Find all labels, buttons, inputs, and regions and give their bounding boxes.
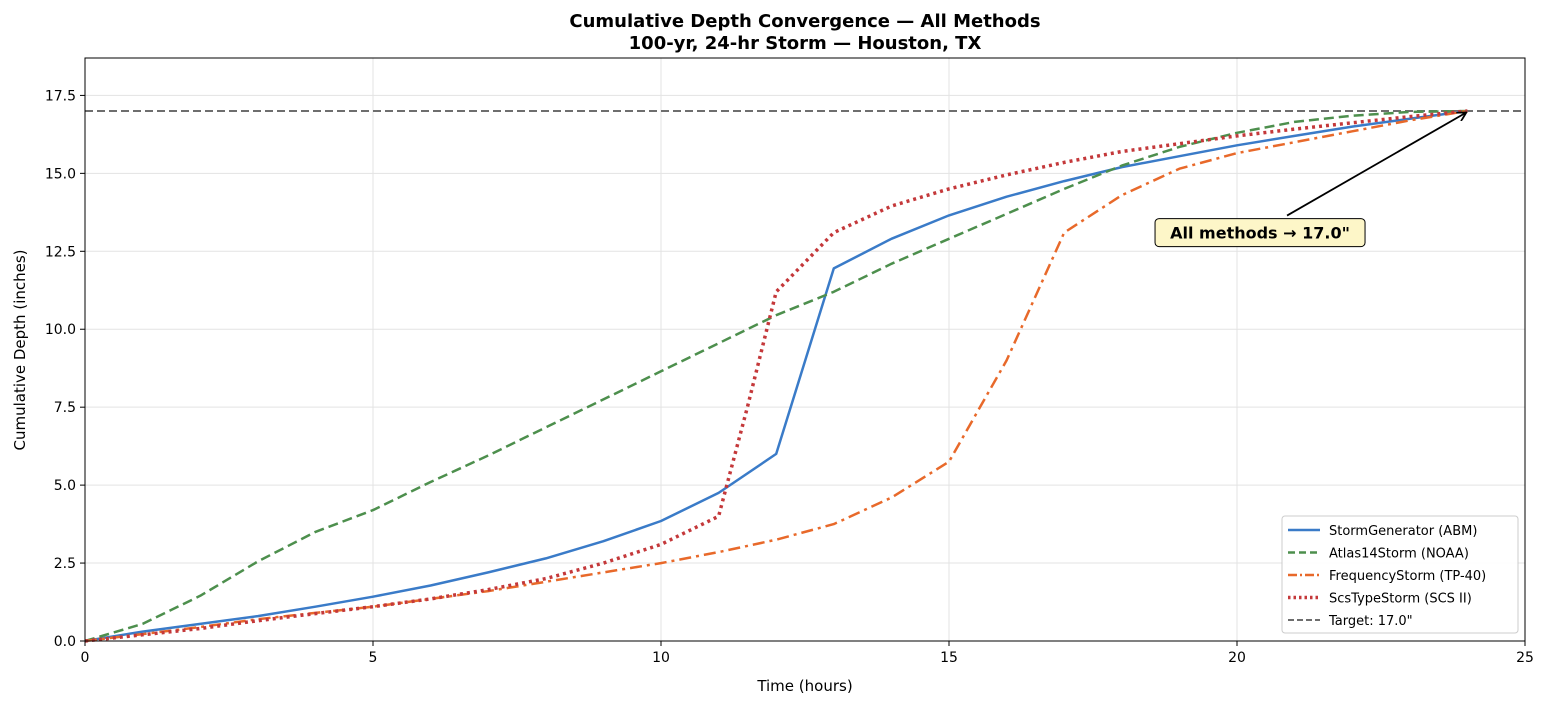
x-tick-label: 15: [940, 650, 958, 666]
legend-entry: FrequencyStorm (TP-40): [1329, 569, 1486, 584]
x-tick-label: 20: [1228, 650, 1246, 666]
y-tick-label: 7.5: [54, 400, 76, 416]
y-tick-label: 10.0: [45, 322, 76, 338]
x-tick-label: 5: [369, 650, 378, 666]
x-axis-ticks: 0 5 10 15 20 25: [81, 641, 1534, 666]
series-line-atlas14storm-noaa: [84, 109, 1468, 643]
y-tick-label: 2.5: [54, 556, 76, 572]
y-tick-label: 15.0: [45, 166, 76, 182]
chart-subtitle: 100-yr, 24-hr Storm — Houston, TX: [629, 33, 982, 54]
x-tick-label: 0: [81, 650, 90, 666]
y-tick-label: 5.0: [54, 478, 76, 494]
x-tick-label: 10: [652, 650, 670, 666]
series-line-scstypestorm-scs-ii: [84, 109, 1468, 643]
chart-title: Cumulative Depth Convergence — All Metho…: [569, 11, 1040, 32]
series-layer: [84, 109, 1468, 643]
legend-entry: Target: 17.0": [1328, 614, 1413, 629]
y-tick-label: 12.5: [45, 244, 76, 260]
plot-frame: [84, 57, 1526, 642]
annotation-arrow: [1286, 113, 1465, 217]
series-line-stormgenerator-abm: [84, 109, 1468, 643]
legend: StormGenerator (ABM) Atlas14Storm (NOAA) F…: [1281, 515, 1519, 634]
y-tick-label: 0.0: [54, 634, 76, 650]
series-line-frequencystorm-tp-40: [84, 109, 1468, 643]
annotation-text: All methods → 17.0": [1170, 224, 1350, 243]
legend-entry: Atlas14Storm (NOAA): [1329, 547, 1469, 562]
x-tick-label: 25: [1516, 650, 1534, 666]
legend-box: [1281, 515, 1519, 634]
legend-entry: StormGenerator (ABM): [1329, 524, 1477, 539]
y-tick-label: 17.5: [45, 88, 76, 104]
x-axis-label: Time (hours): [756, 677, 852, 695]
y-axis-label: Cumulative Depth (inches): [11, 249, 29, 450]
legend-entry: ScsTypeStorm (SCS II): [1329, 592, 1472, 607]
annotation-box: [1154, 218, 1366, 248]
y-axis-ticks: 0.0 2.5 5.0 7.5 10.0 12.5 15.0 17.5: [45, 88, 85, 650]
annotation-layer: All methods → 17.0": [1154, 113, 1465, 248]
